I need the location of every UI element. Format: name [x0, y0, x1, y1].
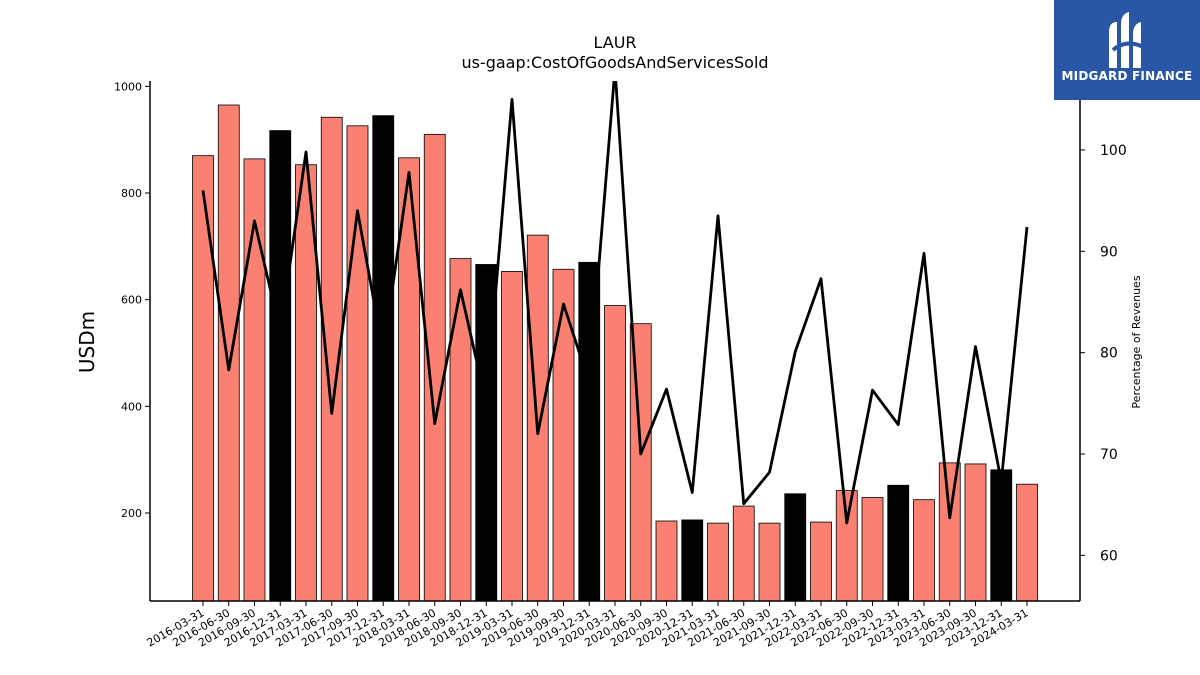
bar-2019-03-31: [501, 270, 523, 602]
bar-2018-09-30: [449, 258, 472, 602]
bar-2019-09-30: [552, 268, 575, 602]
bar-2017-12-31: [372, 115, 395, 602]
bar-2024-03-31: [1016, 483, 1038, 602]
bar-2016-12-31: [269, 130, 292, 602]
bar-2019-12-31: [578, 261, 601, 602]
chart-subtitle: us-gaap:CostOfGoodsAndServicesSold: [461, 53, 768, 72]
bar-2022-09-30: [861, 497, 884, 602]
y-tick-label-left: 200: [121, 507, 142, 520]
y-tick-label-left: 1000: [114, 80, 142, 93]
percentage-line: [201, 81, 1029, 525]
bar-2021-12-31: [784, 493, 807, 602]
midgard-logo-icon: [1109, 12, 1146, 68]
y-tick-label-right: 70: [1100, 447, 1118, 463]
logo-text: MIDGARD FINANCE: [1061, 69, 1193, 83]
y-tick-label-right: 100: [1100, 143, 1127, 159]
bar-2018-06-30: [423, 133, 446, 602]
y-tick-label-left: 400: [121, 400, 142, 413]
y-axis-label-right: Percentage of Revenues: [1130, 275, 1143, 408]
bar-2021-09-30: [758, 522, 781, 602]
bar-2016-03-31: [192, 155, 214, 602]
line-series: [201, 81, 1029, 525]
bar-2020-12-31: [681, 519, 704, 602]
bar-2022-03-31: [810, 521, 832, 602]
bar-2020-03-31: [604, 305, 626, 602]
bar-2023-03-31: [913, 499, 935, 602]
bar-2023-06-30: [938, 462, 961, 602]
y-tick-label-left: 600: [121, 294, 142, 307]
bar-2021-06-30: [732, 505, 755, 602]
y-tick-label-right: 60: [1100, 548, 1118, 564]
y-tick-label-right: 90: [1100, 244, 1118, 260]
bar-2023-09-30: [964, 463, 987, 602]
bar-2022-12-31: [887, 484, 910, 602]
y-tick-label-right: 80: [1100, 346, 1118, 362]
midgard-finance-logo: MIDGARD FINANCE: [1054, 0, 1200, 100]
y-axis-label-left: USDm: [75, 311, 99, 373]
bar-2020-09-30: [655, 520, 678, 602]
bar-2020-06-30: [629, 323, 652, 602]
bar-2021-03-31: [707, 522, 729, 602]
bar-2023-12-31: [990, 469, 1013, 602]
bar-series: [192, 104, 1038, 602]
bar-2016-06-30: [217, 104, 240, 602]
bar-2022-06-30: [835, 490, 858, 602]
chart-title: LAUR: [593, 33, 636, 52]
y-tick-label-left: 800: [121, 187, 142, 200]
bar-2017-09-30: [346, 125, 369, 602]
